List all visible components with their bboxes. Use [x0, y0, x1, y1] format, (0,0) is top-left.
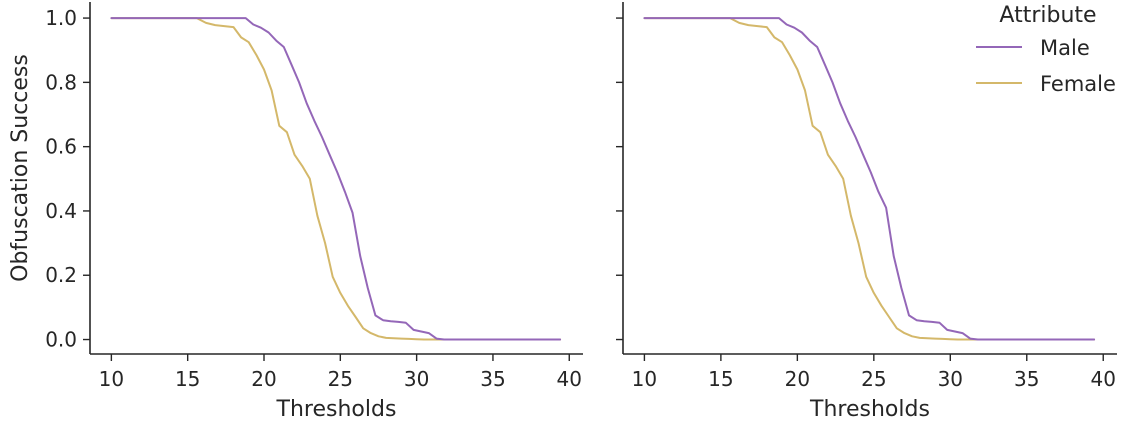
x-tick-label: 30: [404, 367, 429, 391]
legend: Attribute Male Female: [976, 3, 1116, 96]
y-tick-label: 0.4: [45, 199, 77, 223]
left-chart-panel: 10 15 20 25 30 35 40 0.0 0.2 0.4 0.6 0.8 1.0 Threshol…: [8, 2, 583, 422]
x-tick-label: 40: [557, 367, 582, 391]
x-axis-label: Thresholds: [809, 397, 930, 422]
series-line-male: [643, 17, 1096, 341]
x-tick-label: 35: [1014, 367, 1039, 391]
series-line-female: [643, 17, 1096, 341]
right-chart-panel: 10 15 20 25 30 35 40 Thresholds: [616, 2, 1117, 422]
y-tick-label: 0.6: [45, 135, 77, 159]
y-tick-label: 0.0: [45, 328, 77, 352]
legend-label-male: Male: [1040, 36, 1090, 60]
x-tick-label: 35: [480, 367, 505, 391]
x-tick-label: 20: [251, 367, 276, 391]
x-tick-label: 25: [861, 367, 886, 391]
x-tick-label: 15: [175, 367, 200, 391]
y-tick-label: 0.2: [45, 263, 77, 287]
x-tick-label: 40: [1091, 367, 1116, 391]
x-tick-label: 10: [99, 367, 124, 391]
x-tick-label: 25: [328, 367, 353, 391]
series-line-male: [110, 17, 562, 341]
x-tick-label: 20: [785, 367, 810, 391]
y-tick-label: 1.0: [45, 6, 77, 30]
x-tick-label: 30: [938, 367, 963, 391]
x-axis-label: Thresholds: [276, 397, 397, 422]
y-tick-label: 0.8: [45, 70, 77, 94]
y-axis-label: Obfuscation Success: [8, 54, 33, 282]
x-tick-label: 10: [632, 367, 657, 391]
legend-label-female: Female: [1040, 72, 1116, 96]
series-line-female: [110, 17, 562, 341]
legend-title: Attribute: [999, 3, 1096, 28]
x-tick-label: 15: [708, 367, 733, 391]
